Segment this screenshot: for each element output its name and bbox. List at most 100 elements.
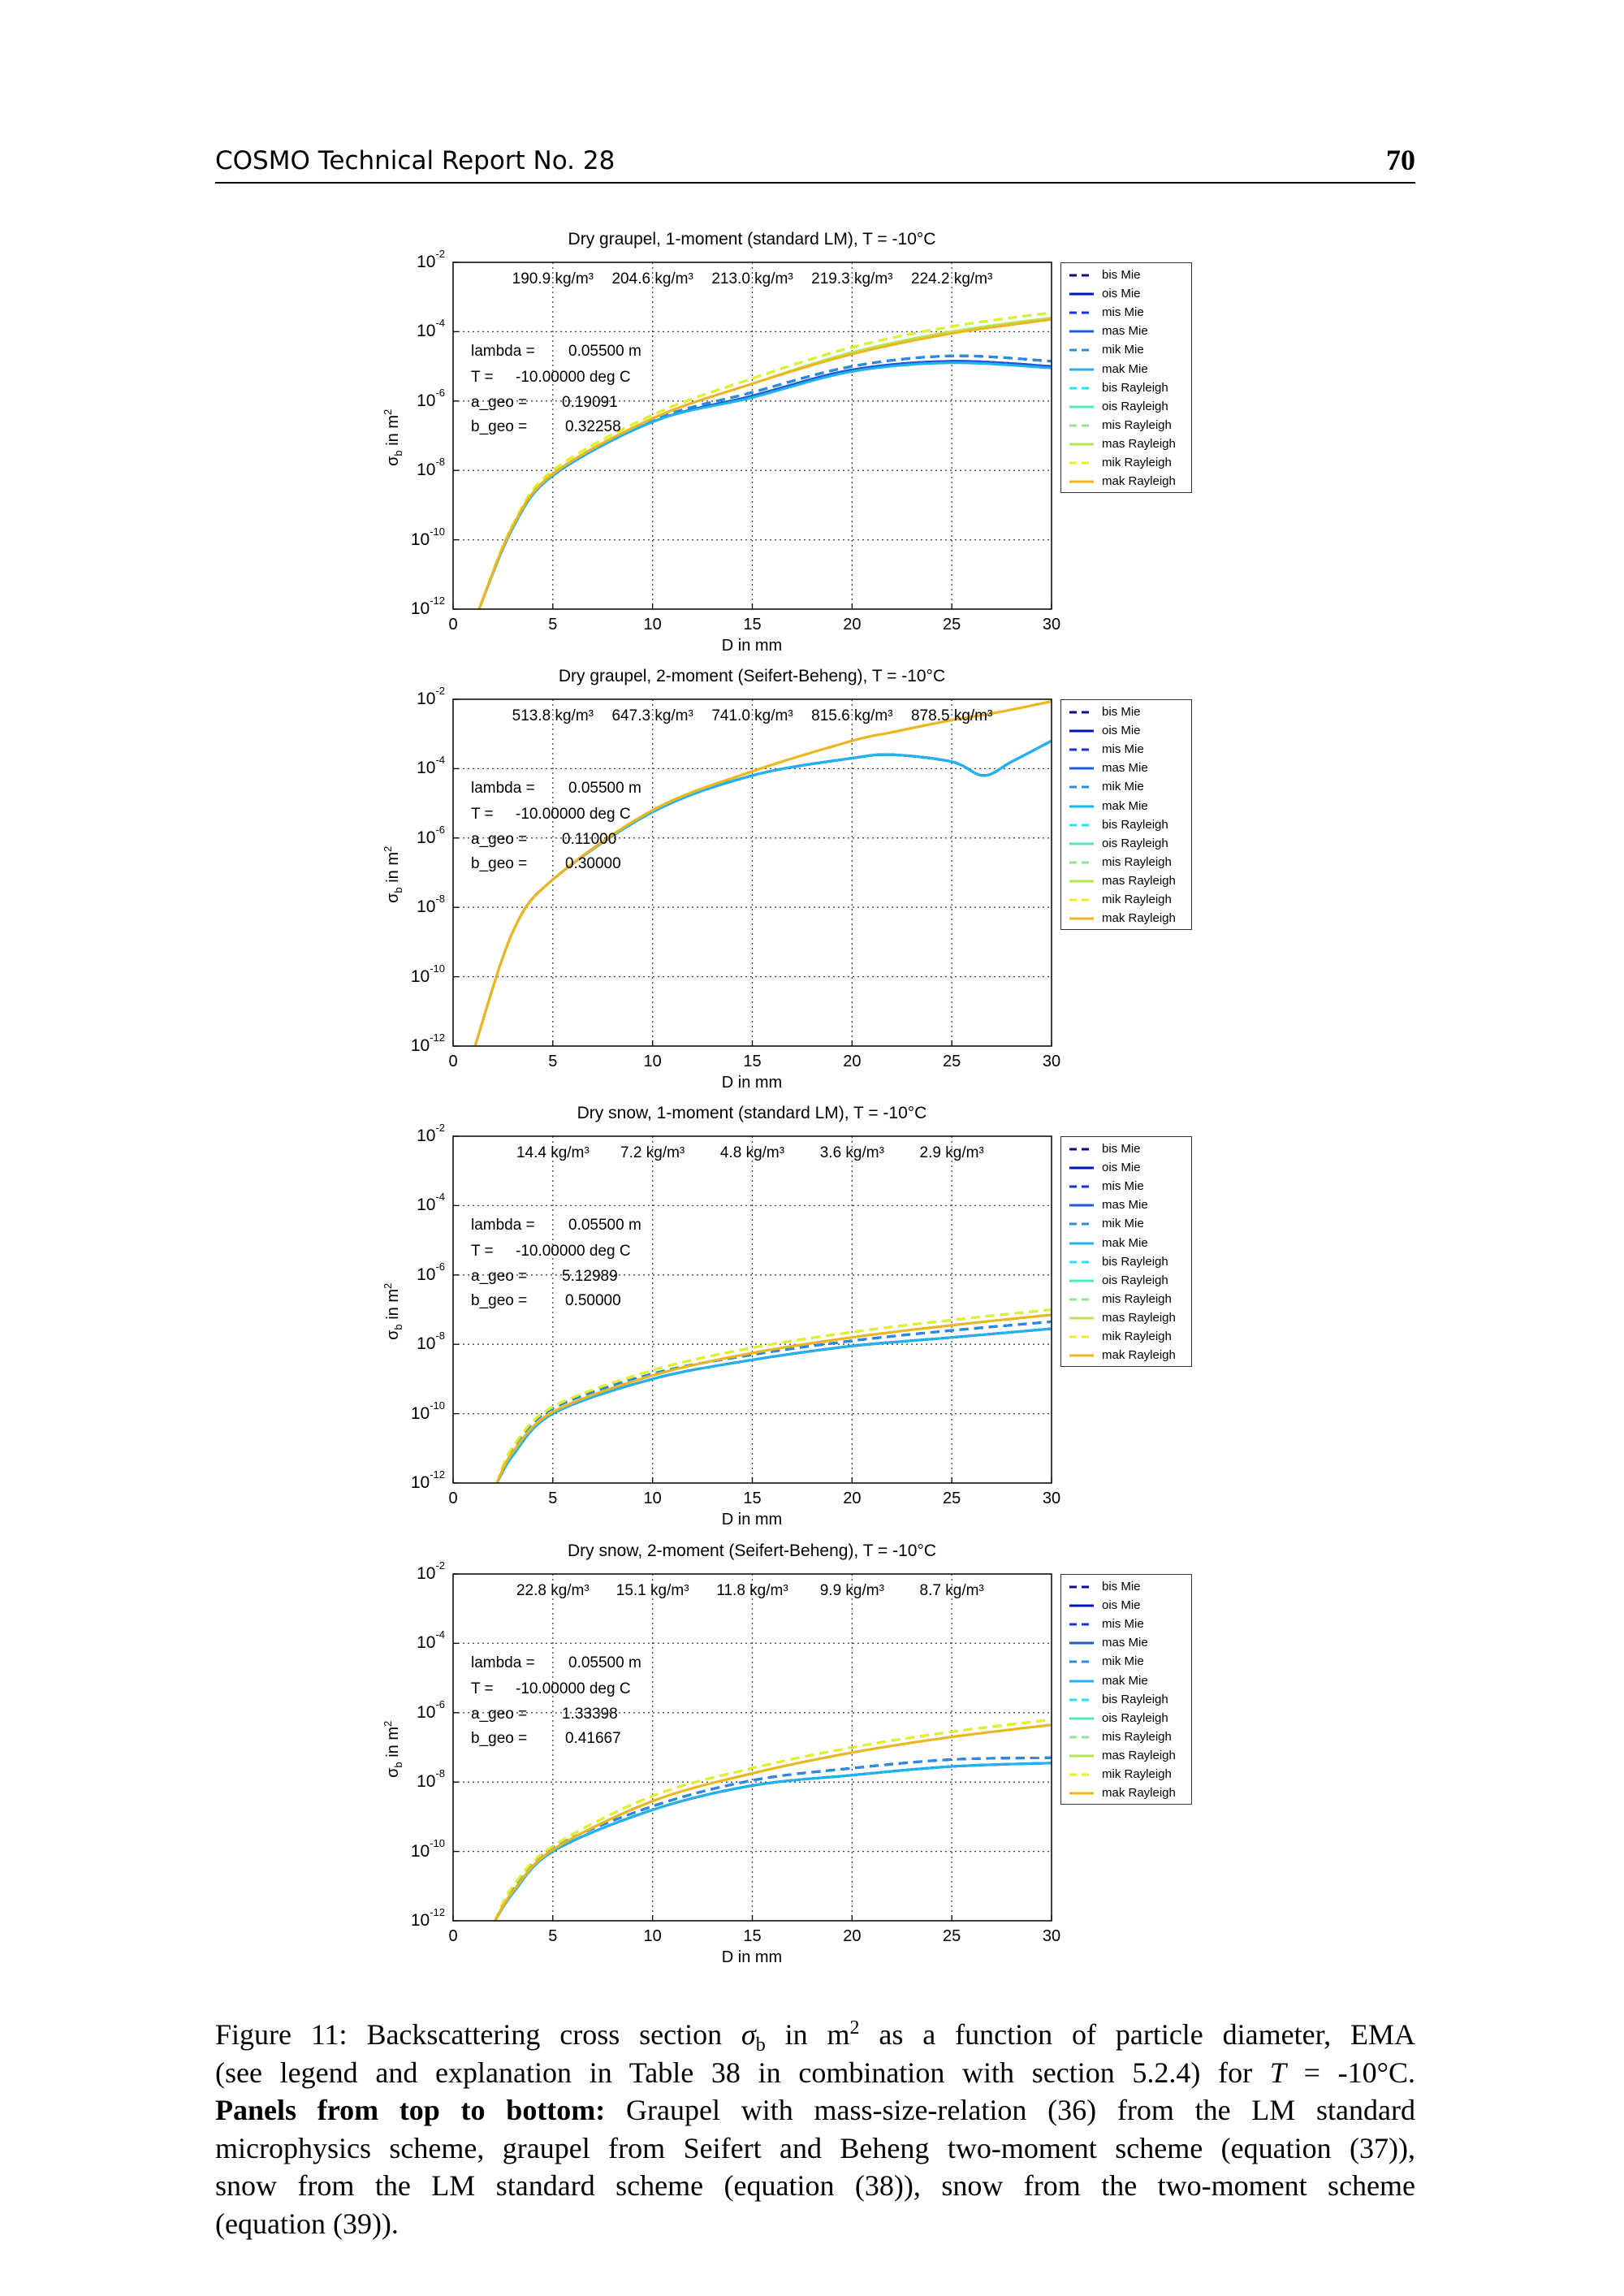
caption-subscript: b [755, 2034, 766, 2056]
legend-label: mak Mie [1102, 1673, 1148, 1688]
figure-caption: Figure 11: Backscattering cross section … [215, 2016, 1415, 2242]
param-label: a_geo = [471, 394, 528, 411]
chart-panel: Dry graupel, 1-moment (standard LM), T =… [0, 0, 1624, 655]
x-tick-label: 10 [643, 1053, 662, 1070]
chart-title: Dry snow, 1-moment (standard LM), T = -1… [577, 1104, 927, 1122]
legend-swatch [1069, 387, 1094, 390]
legend-item: mak Mie [1061, 1236, 1191, 1252]
legend-label: mis Rayleigh [1102, 854, 1172, 869]
caption-line: (see legend and explanation in Table 38 … [215, 2054, 1415, 2092]
y-tick-label: 10-10 [396, 1399, 445, 1424]
plot-frame [452, 1135, 1052, 1484]
y-tick-exponent: -10 [430, 525, 445, 538]
legend-swatch [1069, 1204, 1094, 1207]
series-line-mas-mie [494, 1762, 1052, 1921]
x-axis-label: D in mm [721, 1074, 783, 1092]
legend-label: ois Mie [1102, 1161, 1141, 1175]
legend-item: mas Rayleigh [1061, 1749, 1191, 1765]
density-label: 224.2 kg/m³ [910, 270, 993, 288]
param-label: lambda = [471, 1217, 535, 1234]
legend-label: mas Mie [1102, 1198, 1148, 1213]
param-value: -10.00000 deg C [516, 806, 631, 823]
x-tick-label: 5 [548, 1490, 558, 1507]
y-tick-label: 10-2 [396, 685, 445, 709]
density-label: 2.9 kg/m³ [919, 1144, 984, 1161]
x-tick-label: 5 [548, 1053, 558, 1070]
y-tick-label: 10-2 [396, 1122, 445, 1146]
y-tick-exponent: -6 [435, 823, 445, 836]
legend-label: bis Mie [1102, 1580, 1141, 1593]
x-tick-label: 20 [843, 1490, 862, 1507]
chart-panel: Dry graupel, 2-moment (Seifert-Beheng), … [0, 0, 1624, 1092]
y-tick-exponent: -6 [435, 1260, 445, 1273]
x-tick-label: 25 [943, 616, 961, 633]
legend-swatch [1069, 330, 1094, 333]
y-tick-base: 10 [410, 1841, 430, 1861]
y-tick-exponent: -10 [430, 1399, 445, 1412]
legend-label: mas Rayleigh [1102, 1310, 1176, 1325]
legend-swatch [1069, 1660, 1094, 1663]
param-value: 0.11000 [562, 831, 617, 848]
legend-swatch [1069, 1792, 1094, 1795]
param-label: b_geo = [471, 855, 528, 872]
legend-swatch [1069, 805, 1094, 807]
density-label: 9.9 kg/m³ [819, 1582, 884, 1599]
legend-label: mis Mie [1102, 1179, 1144, 1194]
legend-swatch [1069, 785, 1094, 789]
density-label: 204.6 kg/m³ [611, 270, 693, 288]
param-label: a_geo = [471, 1706, 528, 1723]
legend-item: mis Rayleigh [1061, 855, 1191, 871]
x-tick-label: 30 [1042, 616, 1061, 633]
legend-swatch [1069, 748, 1094, 751]
y-label-subscript: b [391, 1761, 404, 1768]
legend-label: ois Mie [1102, 287, 1141, 301]
y-tick-base: 10 [417, 1334, 436, 1354]
y-tick-label: 10-2 [396, 1559, 445, 1584]
x-tick-label: 5 [548, 1927, 558, 1945]
legend-label: mik Mie [1102, 343, 1144, 357]
param-label: a_geo = [471, 1268, 528, 1285]
y-tick-base: 10 [417, 759, 436, 778]
y-tick-label: 10-6 [396, 1260, 445, 1285]
y-tick-label: 10-12 [396, 1906, 445, 1931]
x-tick-label: 15 [743, 1490, 762, 1507]
legend-label: mas Mie [1102, 324, 1148, 339]
chart-legend: bis Mie ois Mie mis Mie mas Mie mik Mie mak M… [1060, 699, 1192, 930]
param-label: T = [471, 806, 494, 823]
y-tick-label: 10-4 [396, 1191, 445, 1215]
param-label: T = [471, 1243, 494, 1260]
series-line-mak-mie [495, 1327, 1052, 1483]
legend-item: mas Mie [1061, 1636, 1191, 1652]
series-line-mik-mie [494, 1756, 1052, 1921]
series-line-mak-rayleigh [495, 1313, 1052, 1483]
legend-label: bis Rayleigh [1102, 1254, 1168, 1269]
y-tick-exponent: -4 [435, 317, 445, 330]
param-label: b_geo = [471, 418, 528, 435]
param-value: 0.30000 [565, 855, 621, 872]
legend-item: mak Rayleigh [1061, 1348, 1191, 1364]
y-tick-label: 10-10 [396, 1837, 445, 1861]
param-value: 0.32258 [565, 418, 621, 435]
caption-text: in m [784, 2018, 850, 2051]
legend-item: bis Mie [1061, 1580, 1191, 1596]
x-tick-label: 30 [1042, 1053, 1061, 1070]
param-label: a_geo = [471, 831, 528, 848]
param-label: T = [471, 1680, 494, 1697]
y-tick-base: 10 [410, 966, 430, 986]
legend-label: mis Rayleigh [1102, 1291, 1172, 1306]
y-tick-exponent: -4 [435, 1191, 445, 1204]
legend-item: mis Mie [1061, 742, 1191, 759]
legend-item: mis Mie [1061, 305, 1191, 322]
legend-item: mak Rayleigh [1061, 911, 1191, 927]
plot-frame [452, 698, 1052, 1047]
legend-swatch [1069, 1242, 1094, 1244]
density-label: 11.8 kg/m³ [716, 1582, 788, 1599]
legend-label: mak Rayleigh [1102, 474, 1176, 489]
legend-label: ois Mie [1102, 1598, 1141, 1613]
legend-swatch [1069, 1298, 1094, 1301]
y-tick-exponent: -8 [435, 1767, 445, 1780]
series-group [473, 700, 1052, 1046]
y-tick-label: 10-6 [396, 387, 445, 411]
legend-item: mak Rayleigh [1061, 1786, 1191, 1802]
legend-swatch [1069, 1260, 1094, 1264]
